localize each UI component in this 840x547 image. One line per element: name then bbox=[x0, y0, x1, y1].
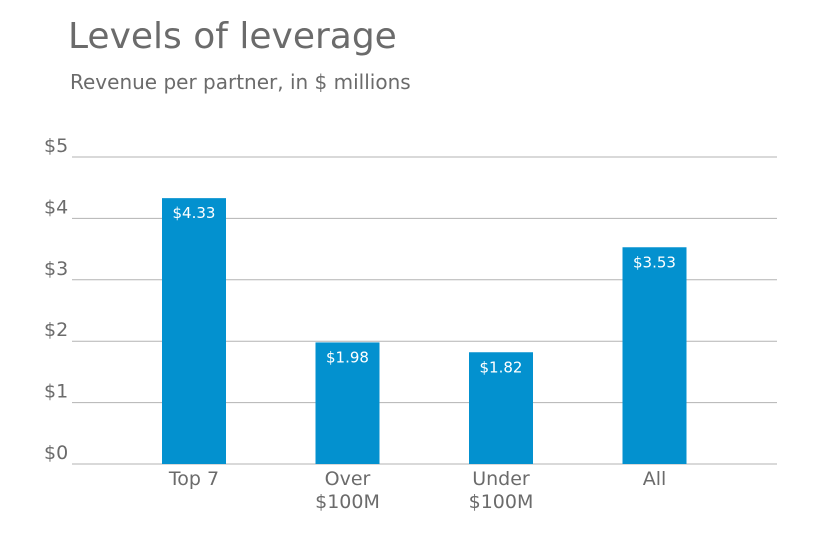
bar-1 bbox=[315, 342, 380, 464]
bars bbox=[162, 198, 687, 464]
bar-2 bbox=[469, 352, 533, 464]
y-tick-label-1: $1 bbox=[44, 381, 68, 403]
chart-subtitle: Revenue per partner, in $ millions bbox=[70, 70, 411, 94]
data-labels: $4.33 $1.98 $1.82 $3.53 bbox=[173, 204, 676, 376]
category-label-1: Over $100M bbox=[315, 468, 380, 513]
category-label-2-line-0: Under bbox=[472, 468, 530, 490]
y-tick-label-0: $0 bbox=[44, 442, 68, 464]
data-label-2: $1.82 bbox=[480, 358, 523, 376]
y-tick-label-3: $3 bbox=[44, 258, 68, 280]
category-label-0-line-0: Top 7 bbox=[168, 468, 219, 490]
data-label-3: $3.53 bbox=[633, 253, 676, 271]
category-label-3-line-0: All bbox=[643, 468, 667, 490]
bar-0 bbox=[162, 198, 226, 464]
data-label-0: $4.33 bbox=[173, 204, 216, 222]
data-label-1: $1.98 bbox=[326, 348, 369, 366]
category-label-1-line-1: $100M bbox=[315, 491, 380, 513]
category-label-1-line-0: Over bbox=[325, 468, 371, 490]
category-label-3: All bbox=[643, 468, 667, 490]
category-label-0: Top 7 bbox=[168, 468, 219, 490]
y-tick-label-2: $2 bbox=[44, 319, 68, 341]
category-label-2: Under $100M bbox=[469, 468, 534, 513]
bar-3 bbox=[622, 247, 687, 464]
chart-title: Levels of leverage bbox=[68, 16, 397, 57]
y-tick-label-5: $5 bbox=[44, 135, 68, 157]
y-tick-label-4: $4 bbox=[44, 196, 68, 218]
y-axis-tick-labels: $0 $1 $2 $3 $4 $5 bbox=[44, 135, 68, 464]
category-label-2-line-1: $100M bbox=[469, 491, 534, 513]
